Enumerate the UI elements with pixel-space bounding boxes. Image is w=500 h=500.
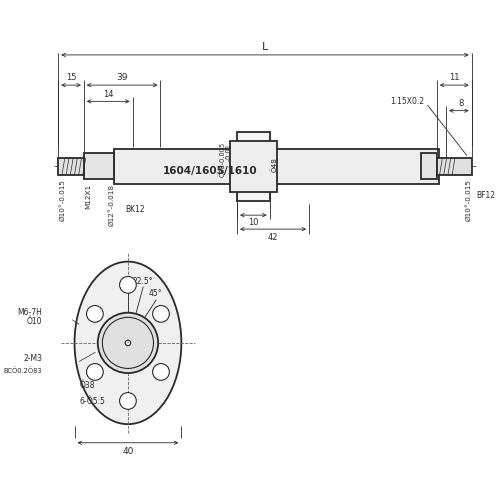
Circle shape bbox=[98, 312, 158, 373]
Text: 39: 39 bbox=[116, 73, 128, 82]
Circle shape bbox=[120, 276, 136, 293]
Text: Ô28-0.005
      -0.01: Ô28-0.005 -0.01 bbox=[218, 142, 232, 177]
Circle shape bbox=[152, 364, 170, 380]
Text: BF12: BF12 bbox=[476, 191, 496, 200]
Text: 45°: 45° bbox=[149, 289, 162, 298]
Circle shape bbox=[86, 306, 104, 322]
Bar bbox=[84, 154, 114, 180]
Text: 6-Ô5.5: 6-Ô5.5 bbox=[79, 397, 105, 406]
Text: M12X1: M12X1 bbox=[86, 184, 91, 209]
Ellipse shape bbox=[74, 262, 182, 424]
Text: 15: 15 bbox=[66, 73, 76, 82]
Bar bbox=[114, 148, 439, 184]
Text: Ø12°-0.018: Ø12°-0.018 bbox=[108, 184, 114, 226]
Text: 40: 40 bbox=[122, 446, 134, 456]
Text: BK12: BK12 bbox=[126, 205, 145, 214]
Bar bbox=[237, 132, 270, 201]
Text: Ô48: Ô48 bbox=[271, 156, 278, 172]
Text: Ø10°-0.015: Ø10°-0.015 bbox=[60, 180, 66, 222]
Text: 10: 10 bbox=[248, 218, 258, 227]
Text: 42: 42 bbox=[268, 233, 278, 242]
Text: 14: 14 bbox=[103, 90, 114, 99]
Circle shape bbox=[152, 306, 170, 322]
Text: 1.15X0.2: 1.15X0.2 bbox=[390, 96, 424, 106]
Text: Ø10°-0.015: Ø10°-0.015 bbox=[466, 180, 471, 222]
Text: 1604/1605/1610: 1604/1605/1610 bbox=[163, 166, 258, 176]
Text: 22.5°: 22.5° bbox=[132, 278, 153, 286]
Text: Ô10: Ô10 bbox=[26, 318, 42, 326]
Bar bbox=[420, 154, 437, 180]
Text: L: L bbox=[262, 42, 268, 51]
Text: 2-M3: 2-M3 bbox=[23, 354, 42, 364]
Text: Ô38: Ô38 bbox=[79, 380, 94, 390]
Circle shape bbox=[86, 364, 104, 380]
Circle shape bbox=[120, 392, 136, 409]
Text: 8: 8 bbox=[458, 99, 464, 108]
Bar bbox=[437, 158, 472, 175]
Text: M6-7H: M6-7H bbox=[17, 308, 42, 317]
Bar bbox=[58, 158, 84, 175]
Text: BCÔ0.2Ô83: BCÔ0.2Ô83 bbox=[4, 368, 42, 374]
Bar bbox=[230, 141, 276, 192]
Text: 11: 11 bbox=[449, 73, 460, 82]
